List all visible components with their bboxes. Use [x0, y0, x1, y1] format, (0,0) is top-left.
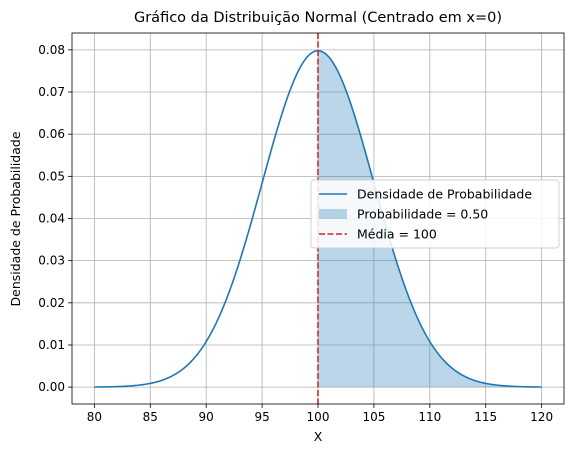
y-tick-label: 0.05	[38, 169, 65, 183]
legend-label-density: Densidade de Probabilidade	[357, 187, 532, 202]
x-tick-label: 95	[254, 410, 269, 424]
plot-area: 80 85 90 95 100 105 110 115 120 0.00 0.01 0.02 0.03 0…	[38, 32, 565, 424]
x-tick-label: 110	[418, 410, 441, 424]
y-tick-label: 0.02	[38, 296, 65, 310]
x-tick-label: 120	[530, 410, 553, 424]
y-tick-label: 0.01	[38, 338, 65, 352]
x-tick-label: 115	[474, 410, 497, 424]
legend-swatch-probability	[319, 209, 347, 219]
chart-title: Gráfico da Distribuição Normal (Centrado…	[134, 10, 502, 26]
x-tick-label: 90	[199, 410, 214, 424]
probability-area	[318, 50, 542, 388]
legend-box	[310, 179, 560, 249]
y-axis-label: Densidade de Probabilidade	[8, 131, 23, 306]
y-tick-label: 0.04	[38, 212, 65, 226]
legend: Densidade de Probabilidade Probabilidade …	[310, 179, 560, 249]
legend-label-mean: Média = 100	[357, 227, 437, 242]
x-axis-label: X	[314, 429, 323, 444]
x-tick-label: 85	[143, 410, 158, 424]
x-tick-label: 105	[362, 410, 385, 424]
y-tick-label: 0.06	[38, 127, 65, 141]
legend-label-probability: Probabilidade = 0.50	[357, 207, 488, 222]
y-tick-label: 0.03	[38, 254, 65, 268]
x-tick-label: 100	[307, 410, 330, 424]
x-tick-label: 80	[87, 410, 102, 424]
y-tick-label: 0.00	[38, 380, 65, 394]
y-tick-label: 0.07	[38, 85, 65, 99]
y-tick-label: 0.08	[38, 43, 65, 57]
